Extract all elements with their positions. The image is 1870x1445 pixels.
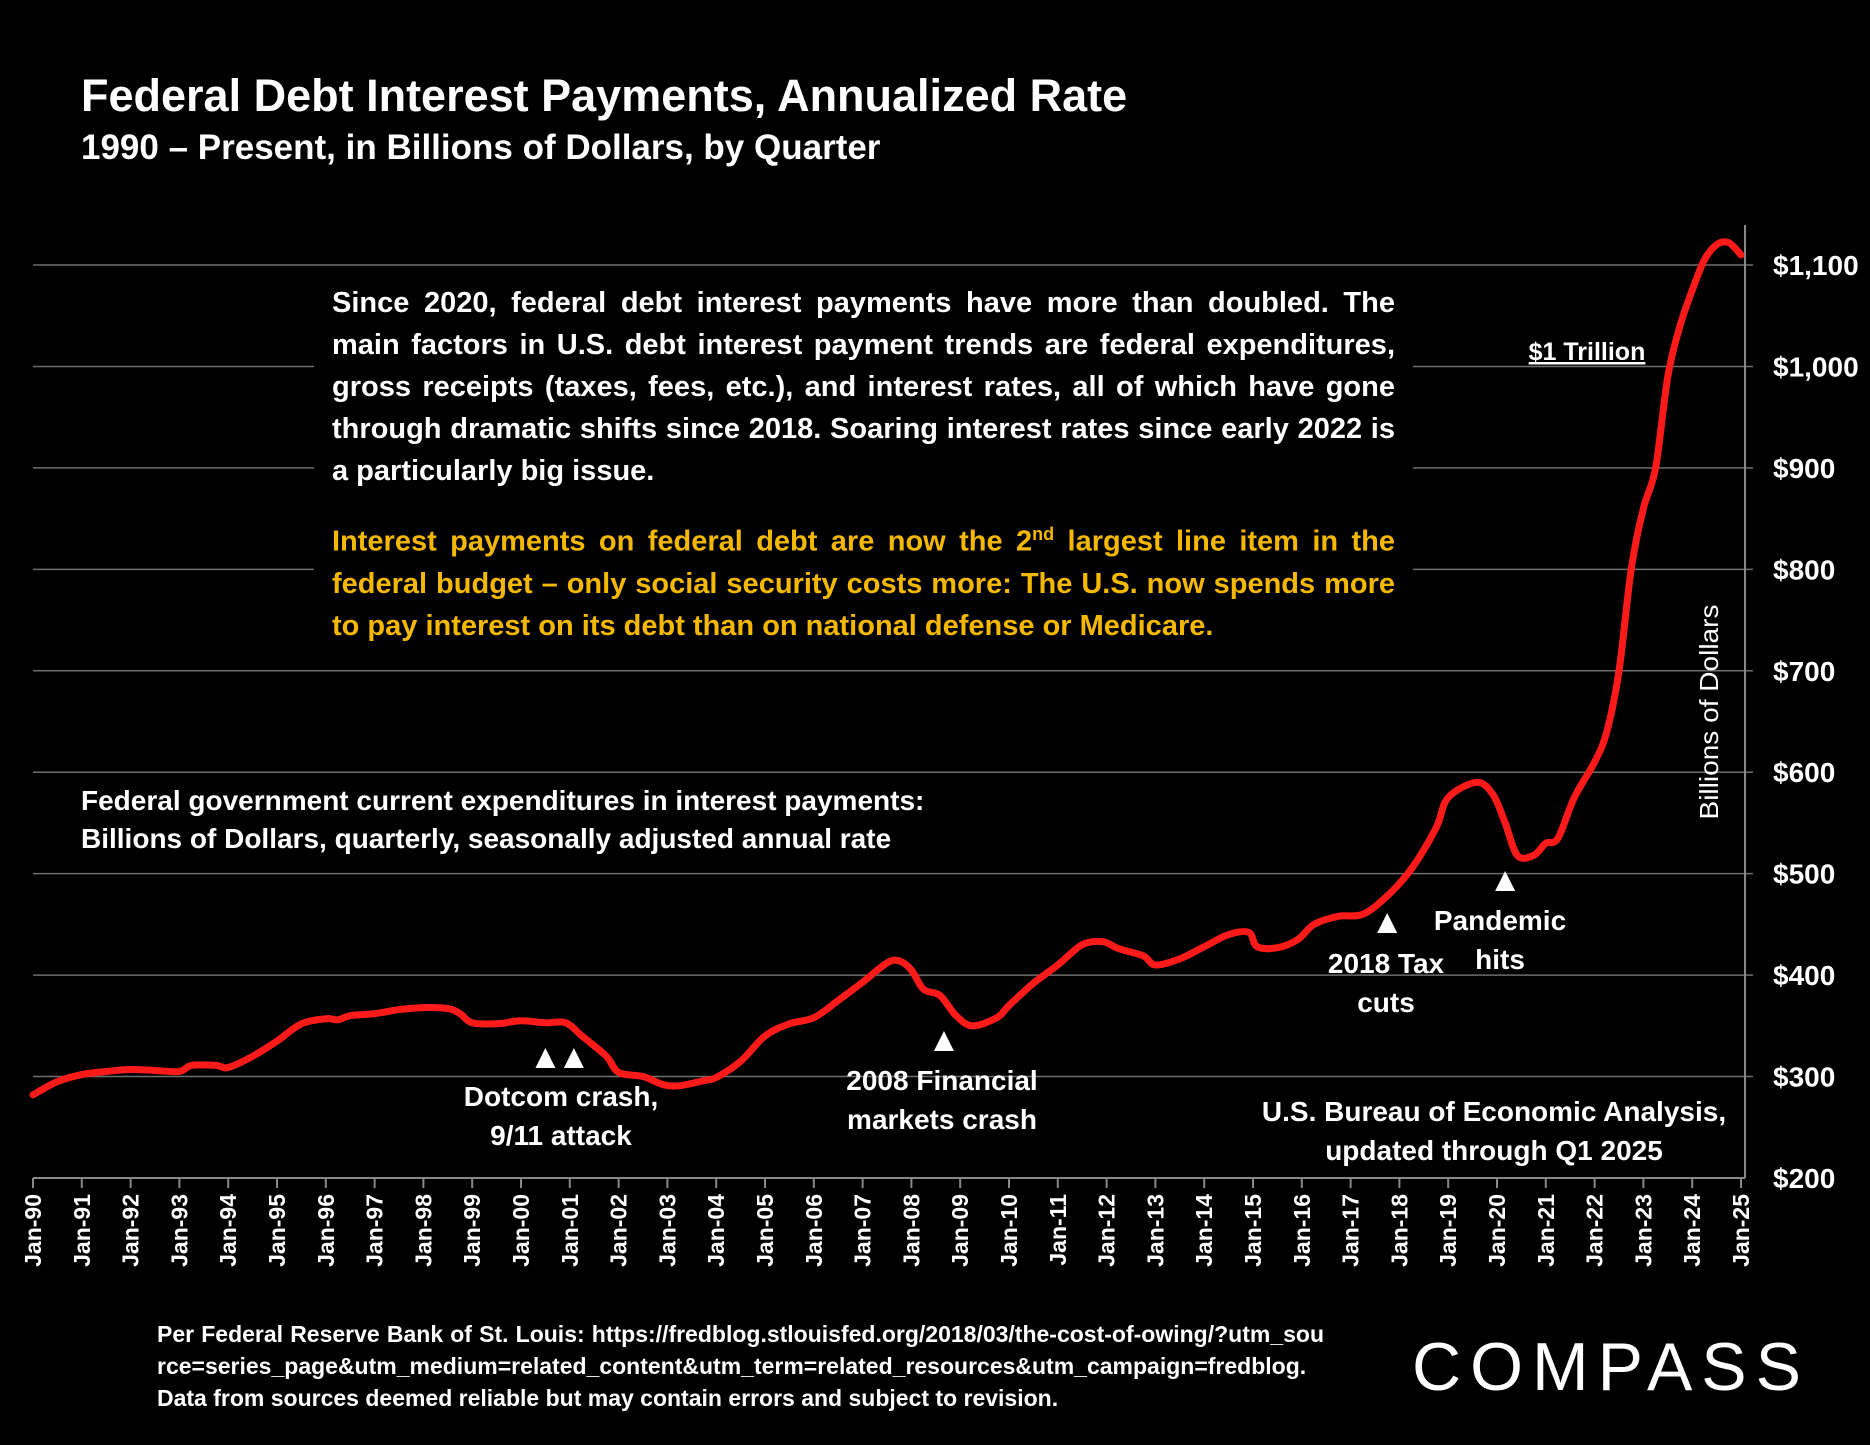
x-tick-label: Jan-15 [1240, 1194, 1266, 1267]
series-description-line2: Billions of Dollars, quarterly, seasonal… [81, 823, 892, 854]
annotation-2008-line2: markets crash [847, 1104, 1037, 1135]
x-tick-label: Jan-11 [1045, 1194, 1071, 1266]
x-tick-label: Jan-95 [264, 1194, 290, 1267]
annotation-dotcom: Dotcom crash, 9/11 attack [464, 1081, 659, 1151]
event-marker-triangle [1495, 871, 1516, 891]
x-tick-label: Jan-98 [410, 1194, 436, 1267]
x-tick-label: Jan-25 [1728, 1194, 1754, 1267]
annotation-pandemic-line2: hits [1475, 944, 1525, 975]
annotation-tax-line1: 2018 Tax [1328, 948, 1445, 979]
event-marker-triangle [933, 1031, 954, 1051]
x-tick-label: Jan-10 [996, 1194, 1022, 1267]
y-tick-label: $400 [1773, 960, 1835, 991]
x-tick-label: Jan-21 [1533, 1194, 1559, 1267]
x-tick-label: Jan-14 [1191, 1194, 1217, 1267]
annotation-2018-tax: 2018 Tax cuts [1328, 948, 1445, 1018]
y-axis-label: Billions of Dollars [1694, 605, 1724, 820]
chart-title: Federal Debt Interest Payments, Annualiz… [81, 70, 1128, 121]
y-tick-label: $800 [1773, 554, 1835, 585]
source-note: U.S. Bureau of Economic Analysis, update… [1230, 1092, 1758, 1170]
event-marker-triangle [1377, 913, 1398, 933]
y-tick-label: $300 [1773, 1062, 1835, 1093]
source-line1: U.S. Bureau of Economic Analysis, [1261, 1096, 1727, 1127]
x-tick-label: Jan-94 [215, 1194, 241, 1267]
event-marker-triangle [563, 1048, 584, 1068]
x-tick-label: Jan-01 [557, 1194, 583, 1267]
x-tick-label: Jan-24 [1679, 1194, 1705, 1267]
y-tick-labels: $200 $300 $400 $500 $600 $700 $800 $900 $1,000 $1… [1773, 250, 1859, 1194]
y-tick-label: $900 [1773, 453, 1835, 484]
x-tick-label: Jan-05 [752, 1194, 778, 1267]
compass-logo: COMPASS [1412, 1329, 1811, 1405]
annotation-2008: 2008 Financial markets crash [846, 1065, 1037, 1135]
chart-subtitle: 1990 – Present, in Billions of Dollars, … [81, 128, 881, 167]
x-tick-label: Jan-07 [850, 1194, 876, 1267]
footer-note: Per Federal Reserve Bank of St. Louis: h… [157, 1321, 1324, 1411]
annotation-pandemic-line1: Pandemic [1434, 905, 1566, 936]
y-tick-label: $500 [1773, 859, 1835, 890]
x-tick-label: Jan-19 [1435, 1194, 1461, 1267]
highlight-text-end: largest line item in the federal budget … [332, 525, 1396, 642]
annotation-pandemic: Pandemic hits [1434, 905, 1566, 975]
highlight-paragraph: Interest payments on federal debt are no… [314, 513, 1413, 647]
x-tick-label: Jan-92 [118, 1194, 144, 1267]
x-tick-label: Jan-00 [508, 1194, 534, 1267]
x-tick-label: Jan-16 [1289, 1194, 1315, 1267]
x-tick-labels: Jan-90 Jan-91 Jan-92 Jan-93 Jan-94 Jan-95 Jan-… [20, 1194, 1754, 1267]
axes [32, 225, 1746, 1188]
x-tick-label: Jan-90 [20, 1194, 46, 1267]
y-tick-label: $200 [1773, 1163, 1835, 1194]
x-tick-label: Jan-12 [1094, 1194, 1120, 1267]
x-tick-label: Jan-08 [898, 1194, 924, 1267]
highlight-text-start: Interest payments on federal debt are no… [332, 525, 1033, 558]
x-tick-label: Jan-97 [362, 1194, 388, 1267]
commentary-paragraph: Since 2020, federal debt interest paymen… [314, 282, 1413, 492]
x-tick-label: Jan-02 [606, 1194, 632, 1267]
x-tick-label: Jan-23 [1630, 1194, 1656, 1267]
x-tick-label: Jan-18 [1386, 1194, 1412, 1267]
source-line2: updated through Q1 2025 [1325, 1135, 1663, 1166]
x-tick-label: Jan-09 [947, 1194, 973, 1267]
y-tick-label: $1,100 [1773, 250, 1859, 281]
x-tick-label: Jan-03 [654, 1194, 680, 1267]
annotation-tax-line2: cuts [1357, 987, 1415, 1018]
x-tick-label: Jan-13 [1142, 1194, 1168, 1267]
x-tick-label: Jan-99 [459, 1194, 485, 1267]
x-tick-label: Jan-06 [801, 1194, 827, 1267]
x-tick-label: Jan-17 [1338, 1194, 1364, 1267]
x-tick-label: Jan-04 [703, 1194, 729, 1267]
x-tick-label: Jan-93 [166, 1194, 192, 1267]
x-tick-label: Jan-91 [69, 1194, 95, 1267]
y-tick-label: $700 [1773, 656, 1835, 687]
annotation-dotcom-line1: Dotcom crash, [464, 1081, 659, 1112]
series-description-line1: Federal government current expenditures … [81, 785, 925, 816]
event-markers [535, 871, 1516, 1068]
series-description: Federal government current expenditures … [81, 782, 925, 858]
x-tick-label: Jan-22 [1582, 1194, 1608, 1267]
line-series [29, 238, 1745, 1099]
x-tick-label: Jan-20 [1484, 1194, 1510, 1267]
interest-payments-line [29, 238, 1745, 1099]
annotation-1-trillion: $1 Trillion [1529, 338, 1646, 366]
annotation-2008-line1: 2008 Financial [846, 1065, 1037, 1096]
x-tick-label: Jan-96 [313, 1194, 339, 1267]
event-marker-triangle [535, 1048, 556, 1068]
y-tick-label: $1,000 [1773, 351, 1859, 382]
y-tick-label: $600 [1773, 757, 1835, 788]
highlight-superscript: nd [1032, 524, 1055, 544]
annotation-dotcom-line2: 9/11 attack [490, 1120, 632, 1151]
